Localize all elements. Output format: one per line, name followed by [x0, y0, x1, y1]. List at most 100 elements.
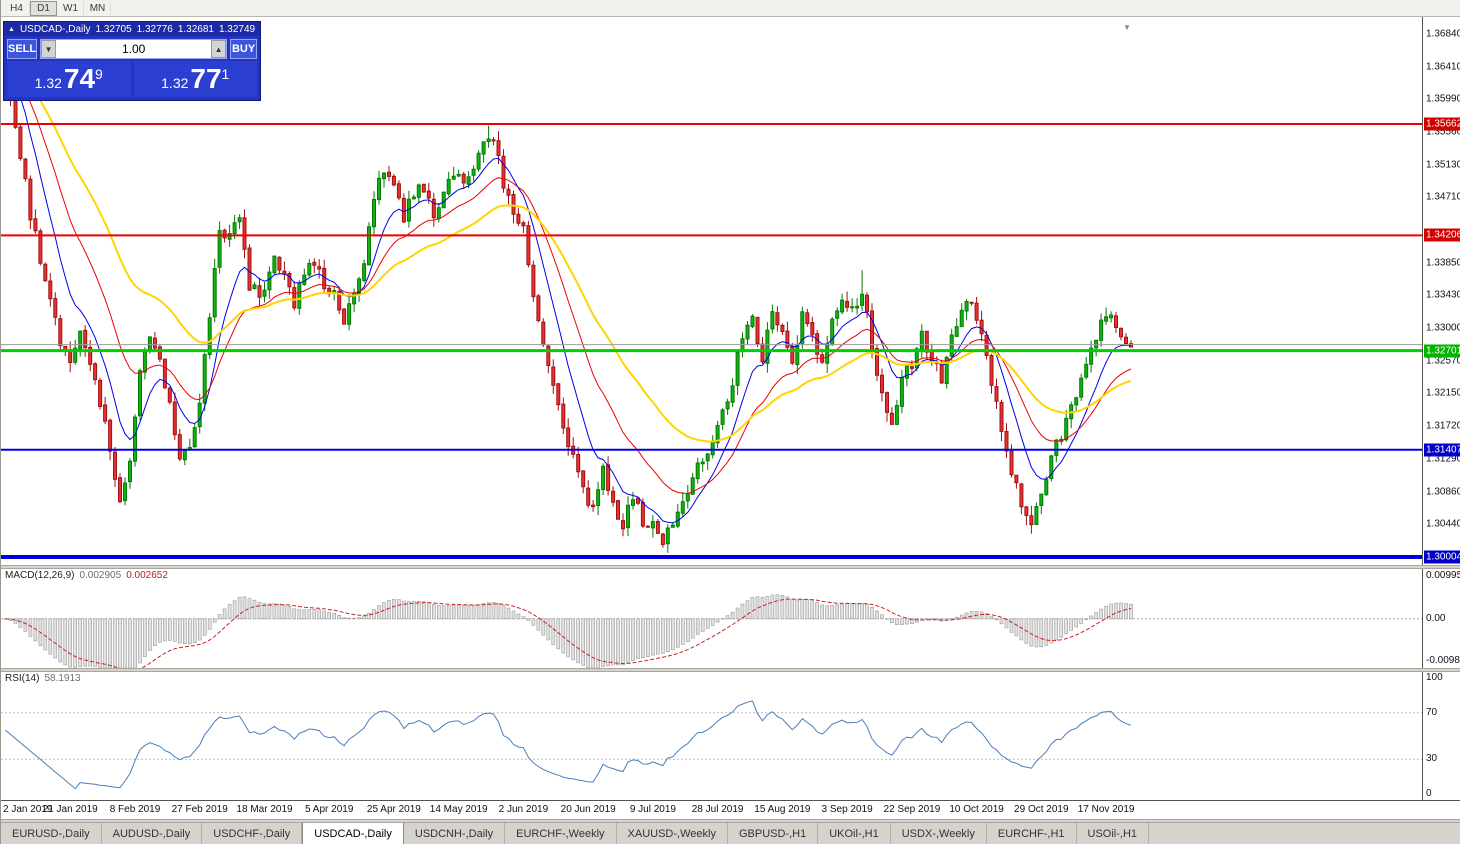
- sell-price-pips: 74: [63, 63, 96, 94]
- macd-canvas: [1, 594, 1422, 668]
- panel-separator[interactable]: [1, 565, 1460, 569]
- price-tick: 1.30860: [1426, 486, 1460, 497]
- sell-price-display[interactable]: 1.32 74 9: [7, 61, 131, 97]
- chart-tab-eurchf-weekly[interactable]: EURCHF-,Weekly: [505, 823, 617, 844]
- date-label: 22 Sep 2019: [883, 804, 941, 815]
- date-label: 10 Oct 2019: [949, 804, 1004, 815]
- chart-tab-xauusd-weekly[interactable]: XAUUSD-,Weekly: [616, 823, 728, 844]
- price-badge: 1.30004: [1424, 550, 1460, 564]
- rsi-axis-value: 100: [1426, 672, 1443, 683]
- price-badge: 1.35662: [1424, 117, 1460, 131]
- arrow-down-icon: ▼: [44, 44, 53, 54]
- macd-axis-value: -0.009818: [1426, 655, 1460, 666]
- shift-end-marker-icon[interactable]: ▼: [1123, 23, 1131, 32]
- chart-tab-usdchf-daily[interactable]: USDCHF-,Daily: [202, 823, 303, 844]
- trade-prices-row: 1.32 74 9 1.32 77 1: [4, 61, 260, 100]
- price-badge: 1.32701: [1424, 344, 1460, 358]
- buy-price-display[interactable]: 1.32 77 1: [133, 61, 257, 97]
- date-label: 28 Jul 2019: [691, 804, 744, 815]
- volume-input[interactable]: [56, 40, 212, 58]
- macd-label: MACD(12,26,9) 0.002905 0.002652: [5, 570, 168, 581]
- sell-price-point: 9: [95, 66, 103, 82]
- chart-tabs-bar: EURUSD-,Daily AUDUSD-,Daily USDCHF-,Daily U…: [1, 823, 1460, 844]
- price-tick: 1.30440: [1426, 518, 1460, 530]
- date-label: 5 Apr 2019: [305, 804, 354, 815]
- macd-panel: MACD(12,26,9) 0.002905 0.002652: [1, 569, 1422, 668]
- chart-ohlc-header[interactable]: ▲ USDCAD-,Daily 1.32705 1.32776 1.32681 …: [4, 22, 260, 36]
- price-tick: 1.34710: [1426, 191, 1460, 203]
- macd-axis-value: 0.00: [1426, 612, 1446, 624]
- price-badge: 1.31407: [1424, 443, 1460, 457]
- volume-box: ▼ ▲: [40, 39, 228, 59]
- rsi-canvas: [1, 700, 1422, 790]
- volume-increase-button[interactable]: ▲: [211, 40, 227, 58]
- chart-tab-audusd-daily[interactable]: AUDUSD-,Daily: [101, 823, 203, 844]
- date-label: 25 Apr 2019: [366, 804, 421, 815]
- rsi-panel: RSI(14) 58.1913: [1, 672, 1422, 800]
- price-badge: 1.34206: [1424, 228, 1460, 242]
- price-tick: 1.33850: [1426, 257, 1460, 269]
- ohlc-open: 1.32705: [95, 23, 132, 35]
- chart-tab-eurusd-daily[interactable]: EURUSD-,Daily: [1, 823, 102, 844]
- timeframe-toolbar: H4 D1 W1 MN: [1, 0, 1460, 17]
- chart-tab-usdcad-daily[interactable]: USDCAD-,Daily: [302, 823, 404, 844]
- date-label: 29 Oct 2019: [1014, 804, 1069, 815]
- ohlc-high: 1.32776: [136, 23, 173, 35]
- chart-tab-usdcnh-daily[interactable]: USDCNH-,Daily: [403, 823, 506, 844]
- date-label: 3 Sep 2019: [821, 804, 873, 815]
- rsi-axis-value: 0: [1426, 788, 1432, 799]
- price-tick: 1.36410: [1426, 61, 1460, 73]
- price-tick: 1.31720: [1426, 420, 1460, 432]
- macd-axis[interactable]: 0.009957 0.00 -0.009818: [1422, 569, 1460, 668]
- one-click-trading-panel: ▲ USDCAD-,Daily 1.32705 1.32776 1.32681 …: [3, 21, 261, 101]
- date-label: 2 Jan 2019: [3, 804, 53, 815]
- collapse-panel-icon[interactable]: ▲: [8, 25, 15, 33]
- chart-tab-usdx-weekly[interactable]: USDX-,Weekly: [890, 823, 987, 844]
- price-tick: 1.31290: [1426, 453, 1460, 465]
- date-axis[interactable]: 2 Jan 2019 21 Jan 2019 8 Feb 2019 27 Feb 20…: [1, 800, 1460, 819]
- sell-button[interactable]: SELL: [7, 39, 38, 59]
- date-label: 9 Jul 2019: [629, 804, 676, 815]
- main-chart-area[interactable]: ▼ ▲ USDCAD-,Daily 1.32705 1.32776 1.3268…: [1, 17, 1422, 565]
- chart-tab-ukoil-h1[interactable]: UKOil-,H1: [818, 823, 891, 844]
- sell-price-major: 1.32: [34, 75, 62, 91]
- date-label: 2 Jun 2019: [498, 804, 549, 815]
- chart-tab-eurchf-h1[interactable]: EURCHF-,H1: [986, 823, 1077, 844]
- macd-axis-value: 0.009957: [1426, 570, 1460, 581]
- date-label: 18 Mar 2019: [236, 804, 293, 815]
- status-separator: [1, 819, 1460, 823]
- price-tick: 1.32570: [1426, 355, 1460, 367]
- timeframe-h4-button[interactable]: H4: [3, 0, 30, 16]
- rsi-axis-value: 30: [1426, 753, 1438, 765]
- date-label: 8 Feb 2019: [109, 804, 161, 815]
- timeframe-d1-button[interactable]: D1: [30, 0, 57, 16]
- price-axis[interactable]: 1.36840 1.36410 1.35990 1.35560 1.35130 1.347…: [1422, 17, 1460, 565]
- timeframe-w1-button[interactable]: W1: [57, 0, 84, 16]
- date-label: 27 Feb 2019: [171, 804, 228, 815]
- price-tick: 1.36840: [1426, 28, 1460, 40]
- chart-window: ▼ ▲ USDCAD-,Daily 1.32705 1.32776 1.3268…: [1, 17, 1460, 819]
- chart-tab-usoil-h1[interactable]: USOil-,H1: [1076, 823, 1150, 844]
- price-tick: 1.33430: [1426, 289, 1460, 301]
- trade-controls-row: SELL ▼ ▲ BUY: [4, 36, 260, 61]
- panel-separator[interactable]: [1, 668, 1460, 672]
- ohlc-low: 1.32681: [177, 23, 214, 35]
- timeframe-mn-button[interactable]: MN: [84, 0, 111, 16]
- date-label: 14 May 2019: [429, 804, 488, 815]
- price-tick: 1.35990: [1426, 93, 1460, 105]
- rsi-axis[interactable]: 100 70 30 0: [1422, 672, 1460, 800]
- buy-price-pips: 77: [190, 63, 222, 94]
- ohlc-close: 1.32749: [218, 23, 256, 35]
- volume-decrease-button[interactable]: ▼: [41, 40, 57, 58]
- symbol-title: USDCAD-,Daily: [19, 23, 91, 35]
- chart-tab-gbpusd-h1[interactable]: GBPUSD-,H1: [727, 823, 819, 844]
- price-tick: 1.35130: [1426, 159, 1460, 171]
- main-chart-canvas: [1, 49, 1422, 559]
- price-tick: 1.32150: [1426, 387, 1460, 399]
- buy-button[interactable]: BUY: [230, 39, 257, 59]
- price-tick: 1.35560: [1426, 126, 1460, 138]
- buy-price-point: 1: [221, 66, 230, 82]
- price-tick: 1.33000: [1426, 322, 1460, 334]
- arrow-up-icon: ▲: [214, 44, 223, 54]
